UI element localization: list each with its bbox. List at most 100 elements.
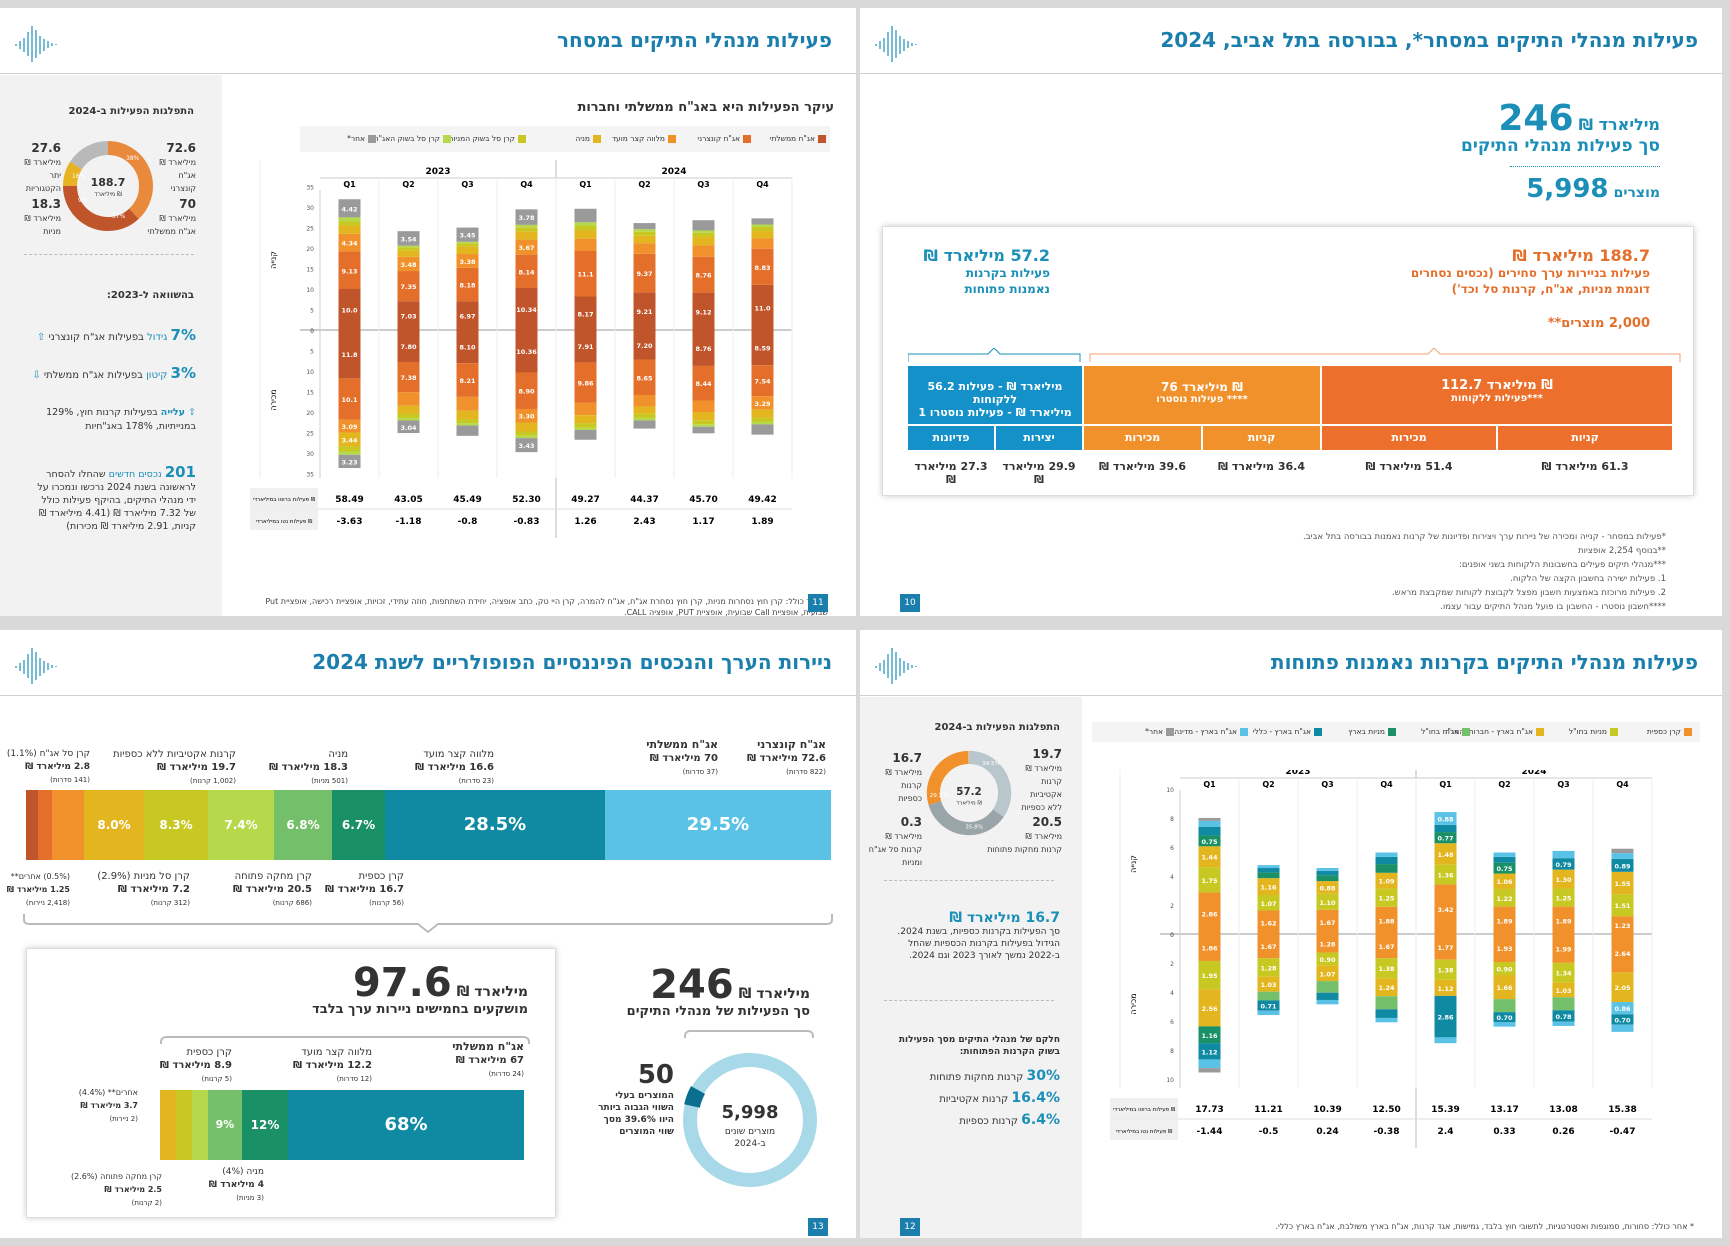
bar-segment — [574, 427, 597, 430]
bar-value: 0.75 — [1496, 865, 1513, 873]
bar-value: 11.0 — [754, 304, 771, 312]
bar-value: 1.77 — [1437, 944, 1453, 952]
val-nostro-sells: 39.6 מיליארד ₪ — [1099, 460, 1186, 473]
val-nostro-buys: 36.4 מיליארד ₪ — [1218, 460, 1305, 473]
bar-segment — [633, 223, 656, 230]
bar-segment — [633, 359, 656, 395]
sub-bot-stock: מניה (4%) 4 מיליארד ₪ (3 מניות) — [208, 1167, 264, 1202]
top-label-tbill: מלווה קצר מועד 16.6 מיליארד ₪ (23 סדרות) — [414, 749, 494, 785]
bar-segment — [633, 243, 656, 254]
bar-segment — [574, 415, 597, 424]
bar-segment — [1493, 862, 1516, 874]
quarter-label: Q1 — [579, 180, 592, 189]
bar-value: 0.90 — [1496, 966, 1513, 974]
bar-value: 8.83 — [754, 264, 770, 272]
quarter-label: Q2 — [1262, 780, 1274, 789]
bar-value: 10.36 — [516, 348, 537, 356]
bar-value: 0.86 — [1614, 1005, 1631, 1013]
share-title: חלקם של מנהלי התיקים מסך הפעילות בשוק הקר… — [898, 1035, 1060, 1057]
segment-clients: 112.7 מיליארד ₪ פעילות ללקוחות*** — [1322, 366, 1672, 424]
bar-segment — [1493, 1012, 1516, 1023]
net-value: 0.26 — [1552, 1127, 1574, 1137]
bar-value: 3.78 — [518, 214, 535, 222]
bar-segment — [1434, 824, 1457, 833]
page-title: פעילות מנהלי התיקים במסחר — [556, 28, 832, 52]
bar-segment — [751, 424, 774, 435]
bar-segment — [692, 365, 715, 401]
page-10: פעילות מנהלי התיקים במסחר*, בבורסה בתל א… — [860, 8, 1722, 616]
bar-segment — [1257, 865, 1280, 869]
gross-value: 12.50 — [1372, 1105, 1400, 1115]
quarter-label: Q2 — [402, 180, 414, 189]
bar-segment — [1552, 997, 1575, 1011]
svg-text:5,998: 5,998 — [722, 1102, 779, 1123]
products-unit: מוצרים — [1613, 185, 1660, 201]
bar-segment — [574, 225, 597, 231]
gross-value: 49.42 — [748, 495, 776, 505]
fifty-value: 50 — [637, 1060, 674, 1090]
legend-item: קרן סל בשוק האג"ח — [374, 134, 451, 143]
bar-segment — [1257, 910, 1280, 934]
tick-label: 10 — [306, 369, 314, 376]
share-money: 6.4% קרנות כספיות — [959, 1112, 1060, 1128]
bar-value: 3.54 — [400, 235, 417, 243]
bar-value: 3.23 — [341, 458, 357, 466]
bar-seg-stock: 8.3% — [144, 790, 208, 860]
bar-value: 3.42 — [1437, 906, 1453, 914]
bar-value: 0.88 — [1319, 884, 1336, 892]
bar-segment — [574, 208, 597, 223]
bar-segment — [397, 231, 420, 246]
bar-segment — [1493, 856, 1516, 863]
tick-label: 0 — [310, 328, 314, 335]
bar-value: 1.95 — [1201, 972, 1218, 980]
bar-value: 8.14 — [518, 268, 535, 276]
gross-value: 44.37 — [630, 495, 658, 505]
bar-segment — [574, 402, 597, 416]
bar-value: 1.93 — [1496, 945, 1512, 953]
bar-seg-passive: 7.4% — [208, 790, 274, 860]
bar-segment — [1493, 999, 1516, 1013]
legend-item: אחר* — [347, 134, 376, 143]
legend-item: אג"ח בחו"ל — [1421, 727, 1470, 736]
bar-segment — [456, 396, 479, 411]
bar-segment — [751, 248, 774, 285]
legend-item: קרן סל בשוק המניות — [448, 134, 526, 143]
bar-segment — [515, 372, 538, 409]
bar-segment — [1375, 1017, 1398, 1023]
legend-item: מניות בחו"ל — [1569, 727, 1618, 736]
bar-segment — [1257, 976, 1280, 992]
bar-value: 1.36 — [1437, 872, 1454, 880]
bar-segment — [456, 410, 479, 420]
tick-label: 30 — [306, 451, 314, 458]
bar-segment — [751, 218, 774, 225]
money-funds-note: 16.7 מיליארד ₪ סך הפעילות בקרנות כספיות, … — [897, 910, 1060, 961]
row-label: פעילות נטו במיליארדי ₪ — [1116, 1128, 1173, 1135]
arrow-up-icon: ⇧ — [188, 407, 196, 418]
footnote: * אחר כולל: סחורות, סמוגפות ואסטרטגיות, … — [1275, 1222, 1695, 1231]
bar-value: 9.37 — [636, 270, 652, 278]
quarter-label: Q1 — [1439, 780, 1452, 789]
bar-segment — [1316, 999, 1339, 1005]
total-label: סך הפעילות של מנהלי התיקים — [626, 1004, 810, 1019]
bar-segment — [515, 431, 538, 436]
bar-segment — [397, 413, 420, 419]
donut-label-corporate: 72.6 מיליארד ₪ אג"ח קונצרני — [159, 141, 196, 194]
bar-segment — [751, 421, 774, 425]
bar-value: 1.86 — [1201, 944, 1218, 952]
svg-text:מיליארד ₪: מיליארד ₪ — [94, 191, 122, 198]
bar-value: 1.09 — [1378, 878, 1395, 886]
bar-seg-etf-stocks — [52, 790, 84, 860]
bar-segment — [1434, 843, 1457, 865]
bar-segment — [515, 288, 538, 330]
bar-segment — [338, 378, 361, 420]
bar-value: 0.89 — [1614, 862, 1631, 870]
bar-segment — [1552, 858, 1575, 870]
bar-segment — [574, 330, 597, 363]
bar-segment — [633, 406, 656, 414]
right-line2: דוגמת מניות, אג"ח, קרנות סל וכד') — [1451, 282, 1650, 296]
sub-bot-others: אחרים** (4.4%) 3.7 מיליארד ₪ (2 ניירות) — [78, 1088, 138, 1123]
val-client-sells: 51.4 מיליארד ₪ — [1365, 460, 1453, 473]
logo-icon — [15, 26, 57, 62]
legend-item: אג"ח קונצרני — [697, 134, 751, 143]
bar-segment — [515, 209, 538, 225]
